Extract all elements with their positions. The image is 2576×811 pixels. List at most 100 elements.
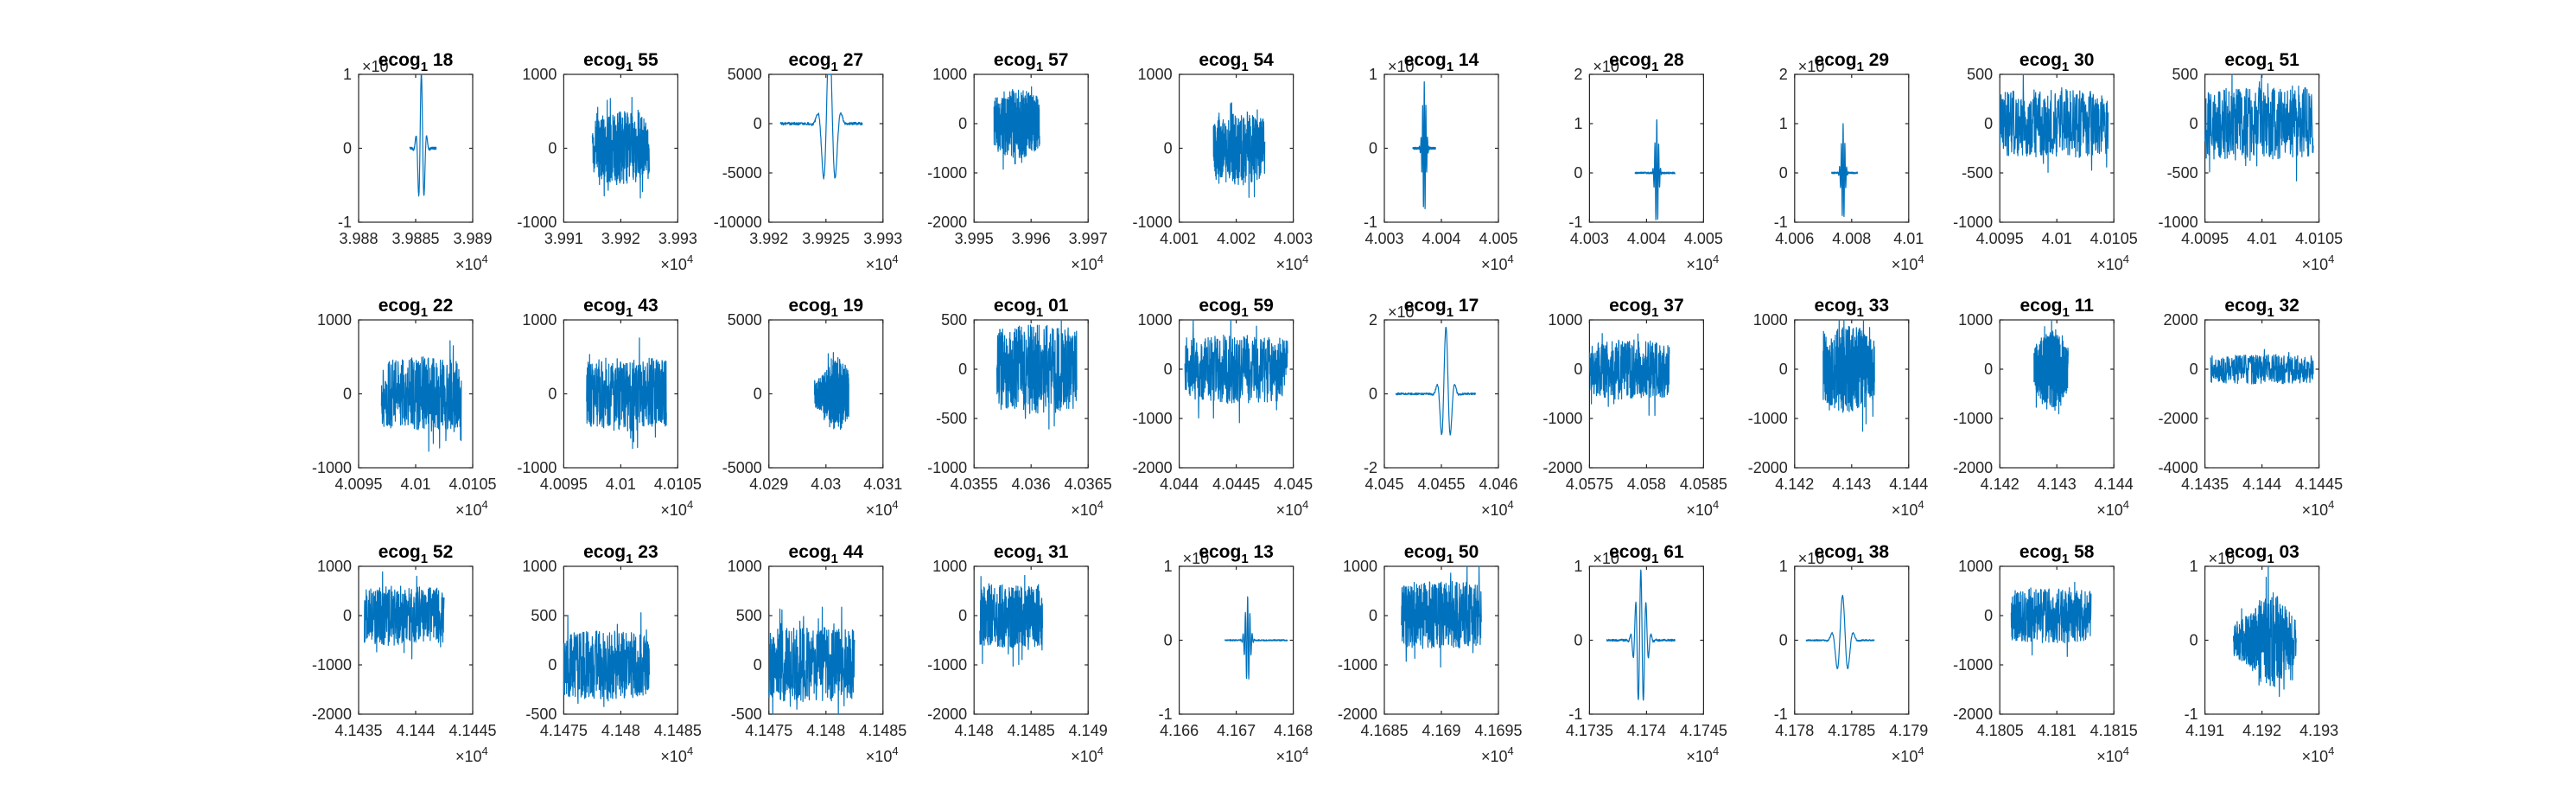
x-tick-label: 4.03 (811, 476, 841, 493)
subplot-title: ecog1 11 (2019, 296, 2094, 320)
x-tick-label: 4.045 (1364, 476, 1403, 493)
x-tick-label: 4.167 (1217, 722, 1256, 739)
subplot-title: ecog1 18 (378, 50, 454, 74)
y-tick-label: -1000 (517, 214, 557, 231)
y-tick-label: 0 (2190, 115, 2198, 132)
x-exponent-label: ×104 (1276, 498, 1309, 519)
x-tick-label: 4.169 (1422, 722, 1460, 739)
subplot-title: ecog1 55 (583, 50, 658, 74)
signal-trace (1805, 594, 1875, 670)
y-tick-label: 1000 (1753, 311, 1788, 329)
x-exponent-label: ×104 (455, 498, 488, 519)
x-tick-label: 4.003 (1570, 230, 1609, 247)
y-tick-label: 500 (1967, 66, 1993, 83)
x-tick-label: 4.0355 (951, 476, 998, 493)
signal-trace (1401, 565, 1482, 668)
x-tick-label: 4.004 (1627, 230, 1666, 247)
x-tick-label: 4.1435 (2181, 476, 2229, 493)
y-tick-label: 0 (1164, 632, 1173, 649)
y-tick-label: -500 (1962, 164, 1993, 182)
subplot-title: ecog1 28 (1609, 50, 1684, 74)
subplot: -4000 -2000 0 2000 4.1435 4.144 4.1445 ×104 ecog… (2159, 296, 2344, 519)
y-tick-label: -2000 (927, 706, 967, 723)
subplot-title: ecog1 51 (2224, 50, 2299, 74)
subplot-title: ecog1 57 (994, 50, 1069, 74)
y-tick-label: 0 (1369, 607, 1377, 624)
y-exponent-label: ×10 (1183, 550, 1210, 567)
x-tick-label: 4.0585 (1680, 476, 1727, 493)
y-tick-label: -2000 (1953, 459, 1993, 476)
y-exponent-label: ×10 (1798, 58, 1825, 75)
x-exponent-label: ×104 (1892, 744, 1924, 765)
y-tick-label: -500 (525, 706, 557, 723)
y-tick-label: -2000 (1542, 459, 1582, 476)
subplot-title: ecog1 27 (789, 50, 864, 74)
x-tick-label: 4.191 (2185, 722, 2224, 739)
subplot-title: ecog1 37 (1609, 296, 1684, 320)
x-tick-label: 4.1805 (1976, 722, 2024, 739)
x-exponent-label: ×104 (2302, 498, 2335, 519)
y-tick-label: -1 (2185, 706, 2198, 723)
y-tick-label: -1000 (1953, 410, 1993, 427)
y-tick-label: 0 (1164, 361, 1173, 378)
y-tick-label: 1 (1779, 115, 1788, 132)
y-tick-label: -2000 (1953, 706, 1993, 723)
y-tick-label: -1 (1568, 706, 1582, 723)
subplot: -1000 -500 0 500 4.0095 4.01 4.0105 ×104 ecog1 3… (1953, 50, 2138, 273)
x-tick-label: 3.989 (453, 230, 492, 247)
subplot-title: ecog1 19 (789, 296, 864, 320)
subplot-title: ecog1 52 (378, 542, 454, 566)
subplot: -2000 -1000 0 1000 3.995 3.996 3.997 ×104 ecog1 … (927, 50, 1108, 273)
x-tick-label: 3.9885 (391, 230, 439, 247)
subplot: -1000 0 1000 4.0095 4.01 4.0105 ×104 ecog1 43 (517, 296, 702, 519)
x-tick-label: 3.995 (955, 230, 994, 247)
y-tick-label: 1000 (1138, 66, 1173, 83)
x-tick-label: 4.006 (1775, 230, 1814, 247)
signal-trace (380, 340, 462, 452)
y-tick-label: -1 (1568, 214, 1582, 231)
x-tick-label: 3.992 (601, 230, 640, 247)
subplot: -1000 -500 0 500 4.0095 4.01 4.0105 ×104 ecog1 5… (2159, 50, 2344, 273)
signal-trace (1212, 102, 1266, 198)
plot-frame (1794, 73, 1910, 223)
x-tick-label: 3.993 (658, 230, 697, 247)
y-tick-label: 2 (1369, 311, 1377, 329)
x-tick-label: 4.1735 (1566, 722, 1613, 739)
x-tick-label: 4.142 (1775, 476, 1814, 493)
signal-trace (2010, 581, 2092, 657)
signal-trace (779, 73, 863, 180)
x-tick-label: 4.1475 (540, 722, 588, 739)
x-tick-label: 4.029 (749, 476, 788, 493)
y-tick-label: 0 (548, 386, 557, 403)
y-tick-label: 0 (1984, 361, 1993, 378)
y-tick-label: 500 (736, 607, 762, 624)
y-tick-label: -5000 (722, 459, 762, 476)
x-tick-label: 4.003 (1274, 230, 1313, 247)
x-tick-label: 4.004 (1422, 230, 1460, 247)
x-tick-label: 4.143 (1832, 476, 1871, 493)
x-exponent-label: ×104 (2096, 252, 2129, 273)
subplot: -1000 0 1000 4.0095 4.01 4.0105 ×104 ecog1 22 (312, 296, 497, 519)
x-tick-label: 4.0575 (1566, 476, 1613, 493)
x-tick-label: 4.181 (2038, 722, 2077, 739)
subplot-title: ecog1 33 (1815, 296, 1890, 320)
subplot: -2000 -1000 0 1000 4.1685 4.169 4.1695 ×104 ecog… (1338, 542, 1523, 765)
x-tick-label: 4.166 (1160, 722, 1199, 739)
subplot: -2000 -1000 0 1000 4.142 4.143 4.144 ×104 ecog1 … (1748, 296, 1929, 519)
x-exponent-label: ×104 (1276, 252, 1309, 273)
x-tick-label: 3.991 (544, 230, 583, 247)
y-tick-label: 0 (2190, 632, 2198, 649)
x-exponent-label: ×104 (866, 744, 899, 765)
y-tick-label: -1000 (1542, 410, 1582, 427)
y-tick-label: 0 (958, 361, 967, 378)
subplot-title: ecog1 31 (994, 542, 1069, 566)
x-tick-label: 4.1685 (1360, 722, 1408, 739)
subplot: -10000 -5000 0 5000 3.992 3.9925 3.993 ×104 ecog… (714, 50, 903, 273)
y-tick-label: -1000 (1953, 656, 1993, 674)
x-exponent-label: ×104 (1686, 252, 1719, 273)
subplot: -1000 0 1000 4.001 4.002 4.003 ×104 ecog1 54 (1133, 50, 1313, 273)
y-tick-label: 0 (1574, 164, 1582, 182)
